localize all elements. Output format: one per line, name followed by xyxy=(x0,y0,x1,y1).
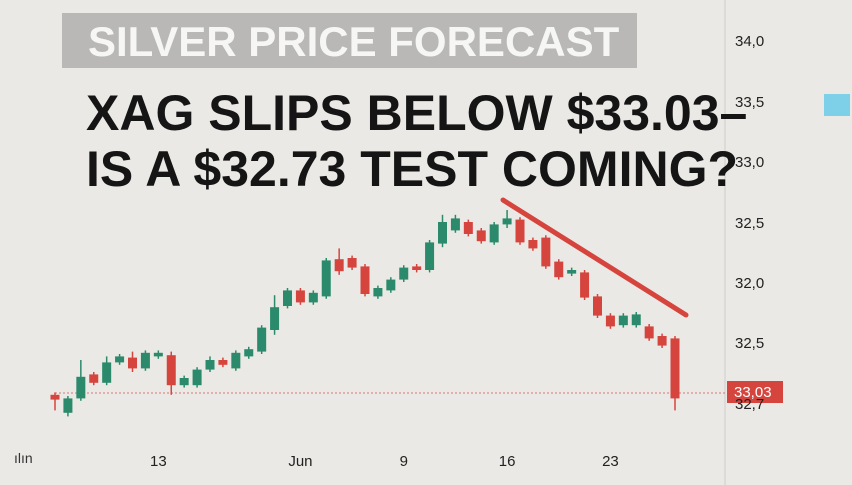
x-tick-label: 16 xyxy=(499,453,516,470)
candle-body xyxy=(618,315,628,326)
candle-body xyxy=(128,357,137,369)
trend-line xyxy=(500,197,689,318)
candle-body xyxy=(102,362,112,383)
icon xyxy=(824,94,850,116)
candle-body xyxy=(153,352,163,357)
plot xyxy=(50,210,680,417)
y-axis-label: 33,0 xyxy=(735,154,764,171)
x-tick-label: Jun xyxy=(288,453,312,470)
candle-body xyxy=(76,376,86,399)
candle-body xyxy=(308,292,318,303)
headline: XAG SLIPS BELOW $33.03– xyxy=(86,85,747,141)
candle-body xyxy=(295,290,305,303)
candle-body xyxy=(515,219,525,243)
candle-body xyxy=(347,258,357,268)
candle-body xyxy=(192,369,202,386)
candle-body xyxy=(140,352,150,369)
candle-body xyxy=(605,315,615,327)
y-axis-label: 32,7 xyxy=(735,396,764,413)
candle-body xyxy=(218,360,228,365)
candle-body xyxy=(63,398,73,413)
candle-body xyxy=(631,314,641,326)
candle-body xyxy=(166,355,176,386)
candle-body xyxy=(670,338,680,399)
x-tick-label: 23 xyxy=(602,453,619,470)
candle-body xyxy=(476,230,486,242)
candle-body xyxy=(593,296,602,316)
y-axis-label: 34,0 xyxy=(735,33,764,50)
candle-body xyxy=(179,378,189,386)
candle-body xyxy=(528,240,538,249)
y-axis-label: 32,0 xyxy=(735,275,764,292)
candle-body xyxy=(450,218,460,231)
candle-body xyxy=(231,352,241,369)
headline: IS A $32.73 TEST COMING? xyxy=(86,141,738,197)
candle-body xyxy=(399,267,409,280)
candle-body xyxy=(657,336,667,346)
candle-body xyxy=(115,356,125,363)
candle-body xyxy=(425,242,435,270)
candle-body xyxy=(244,349,254,357)
y-axis-label: 32,5 xyxy=(735,335,764,352)
candle-body xyxy=(257,327,267,352)
candle-body xyxy=(463,222,473,234)
y-axis-label: 32,5 xyxy=(735,215,764,232)
candle-body xyxy=(270,307,280,330)
y-axis-label: 33,5 xyxy=(735,94,764,111)
candle-body xyxy=(373,288,383,297)
price-tag: 33,03 xyxy=(734,384,772,401)
candle-body xyxy=(567,270,577,274)
candle-body xyxy=(489,224,499,243)
candle-body xyxy=(321,260,331,297)
candle-body xyxy=(502,218,512,225)
candle-body xyxy=(580,272,590,298)
candle-body xyxy=(541,237,551,267)
candle-body xyxy=(50,394,60,400)
candle-body xyxy=(386,279,396,291)
candle-body xyxy=(644,326,654,339)
title: SILVER PRICE FORECAST xyxy=(88,18,620,65)
candle-body xyxy=(554,261,564,278)
candle-body xyxy=(360,266,370,294)
candle-body xyxy=(283,290,292,306)
x-tick-label: 9 xyxy=(400,453,408,470)
candle-body xyxy=(89,374,99,383)
title-box xyxy=(62,13,637,68)
logo: ılın xyxy=(14,450,33,466)
candle-body xyxy=(334,259,344,272)
candle-body xyxy=(412,266,422,270)
x-tick-label: 13 xyxy=(150,453,167,470)
price-tag-box xyxy=(727,381,783,403)
candle-body xyxy=(205,360,215,370)
candle-body xyxy=(438,222,447,244)
